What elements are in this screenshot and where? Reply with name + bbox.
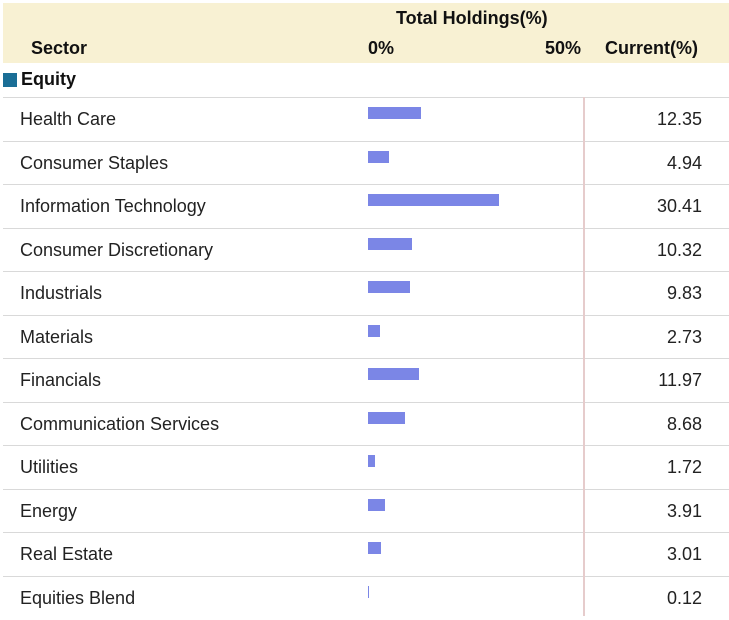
- holding-bar: [368, 281, 410, 293]
- current-value: 2.73: [666, 327, 702, 347]
- current-value: 3.91: [666, 501, 702, 521]
- total-holdings-title: Total Holdings(%): [396, 8, 548, 28]
- sector-name: Consumer Discretionary: [20, 240, 214, 260]
- group-color-square: [3, 73, 17, 87]
- table-row: Energy 3.91: [3, 489, 729, 533]
- current-value: 11.97: [658, 370, 702, 390]
- holding-bar: [368, 542, 381, 554]
- table-row: Industrials 9.83: [3, 271, 729, 316]
- table-row: Real Estate 3.01: [3, 532, 729, 577]
- table-row: Materials 2.73: [3, 315, 729, 359]
- table-row: Consumer Staples 4.94: [3, 141, 729, 185]
- sector-name: Equities Blend: [20, 588, 136, 608]
- sector-name: Health Care: [20, 109, 117, 129]
- current-value: 9.83: [666, 283, 702, 303]
- table-row: Health Care 12.35: [3, 97, 729, 142]
- table-header: Total Holdings(%) Sector 0% 50% Current(…: [3, 3, 729, 63]
- current-value: 4.94: [666, 153, 702, 173]
- holding-bar: [368, 455, 375, 467]
- holding-bar: [368, 586, 369, 598]
- current-value: 8.68: [666, 414, 702, 434]
- current-value: 30.41: [656, 196, 702, 216]
- axis-min-label: 0%: [368, 38, 395, 58]
- sector-name: Real Estate: [20, 544, 114, 564]
- holding-bar: [368, 194, 499, 206]
- current-value: 3.01: [666, 544, 702, 564]
- table-row: Consumer Discretionary 10.32: [3, 228, 729, 272]
- column-divider: [583, 97, 585, 616]
- current-column-header: Current(%): [605, 38, 698, 58]
- sector-name: Energy: [20, 501, 78, 521]
- table-row: Communication Services 8.68: [3, 402, 729, 446]
- sector-name: Materials: [20, 327, 94, 347]
- current-value: 12.35: [656, 109, 702, 129]
- group-row-equity: Equity: [0, 63, 729, 97]
- holding-bar: [368, 238, 412, 250]
- sector-column-header: Sector: [31, 38, 88, 58]
- table-row: Utilities 1.72: [3, 445, 729, 490]
- holding-bar: [368, 325, 380, 337]
- table-row: Financials 11.97: [3, 358, 729, 403]
- sector-name: Communication Services: [20, 414, 220, 434]
- holding-bar: [368, 151, 389, 163]
- sector-name: Consumer Staples: [20, 153, 169, 173]
- sector-name: Financials: [20, 370, 102, 390]
- table-row: Information Technology 30.41: [3, 184, 729, 229]
- table-row: Equities Blend 0.12: [3, 576, 729, 620]
- current-value: 10.32: [656, 240, 702, 260]
- holding-bar: [368, 499, 385, 511]
- sector-name: Industrials: [20, 283, 103, 303]
- holding-bar: [368, 107, 421, 119]
- sector-name: Information Technology: [20, 196, 206, 216]
- holding-bar: [368, 368, 419, 380]
- current-value: 1.72: [666, 457, 702, 477]
- axis-max-label: 50%: [545, 38, 582, 58]
- holding-bar: [368, 412, 405, 424]
- current-value: 0.12: [666, 588, 702, 608]
- group-label: Equity: [21, 69, 77, 89]
- sector-name: Utilities: [20, 457, 79, 477]
